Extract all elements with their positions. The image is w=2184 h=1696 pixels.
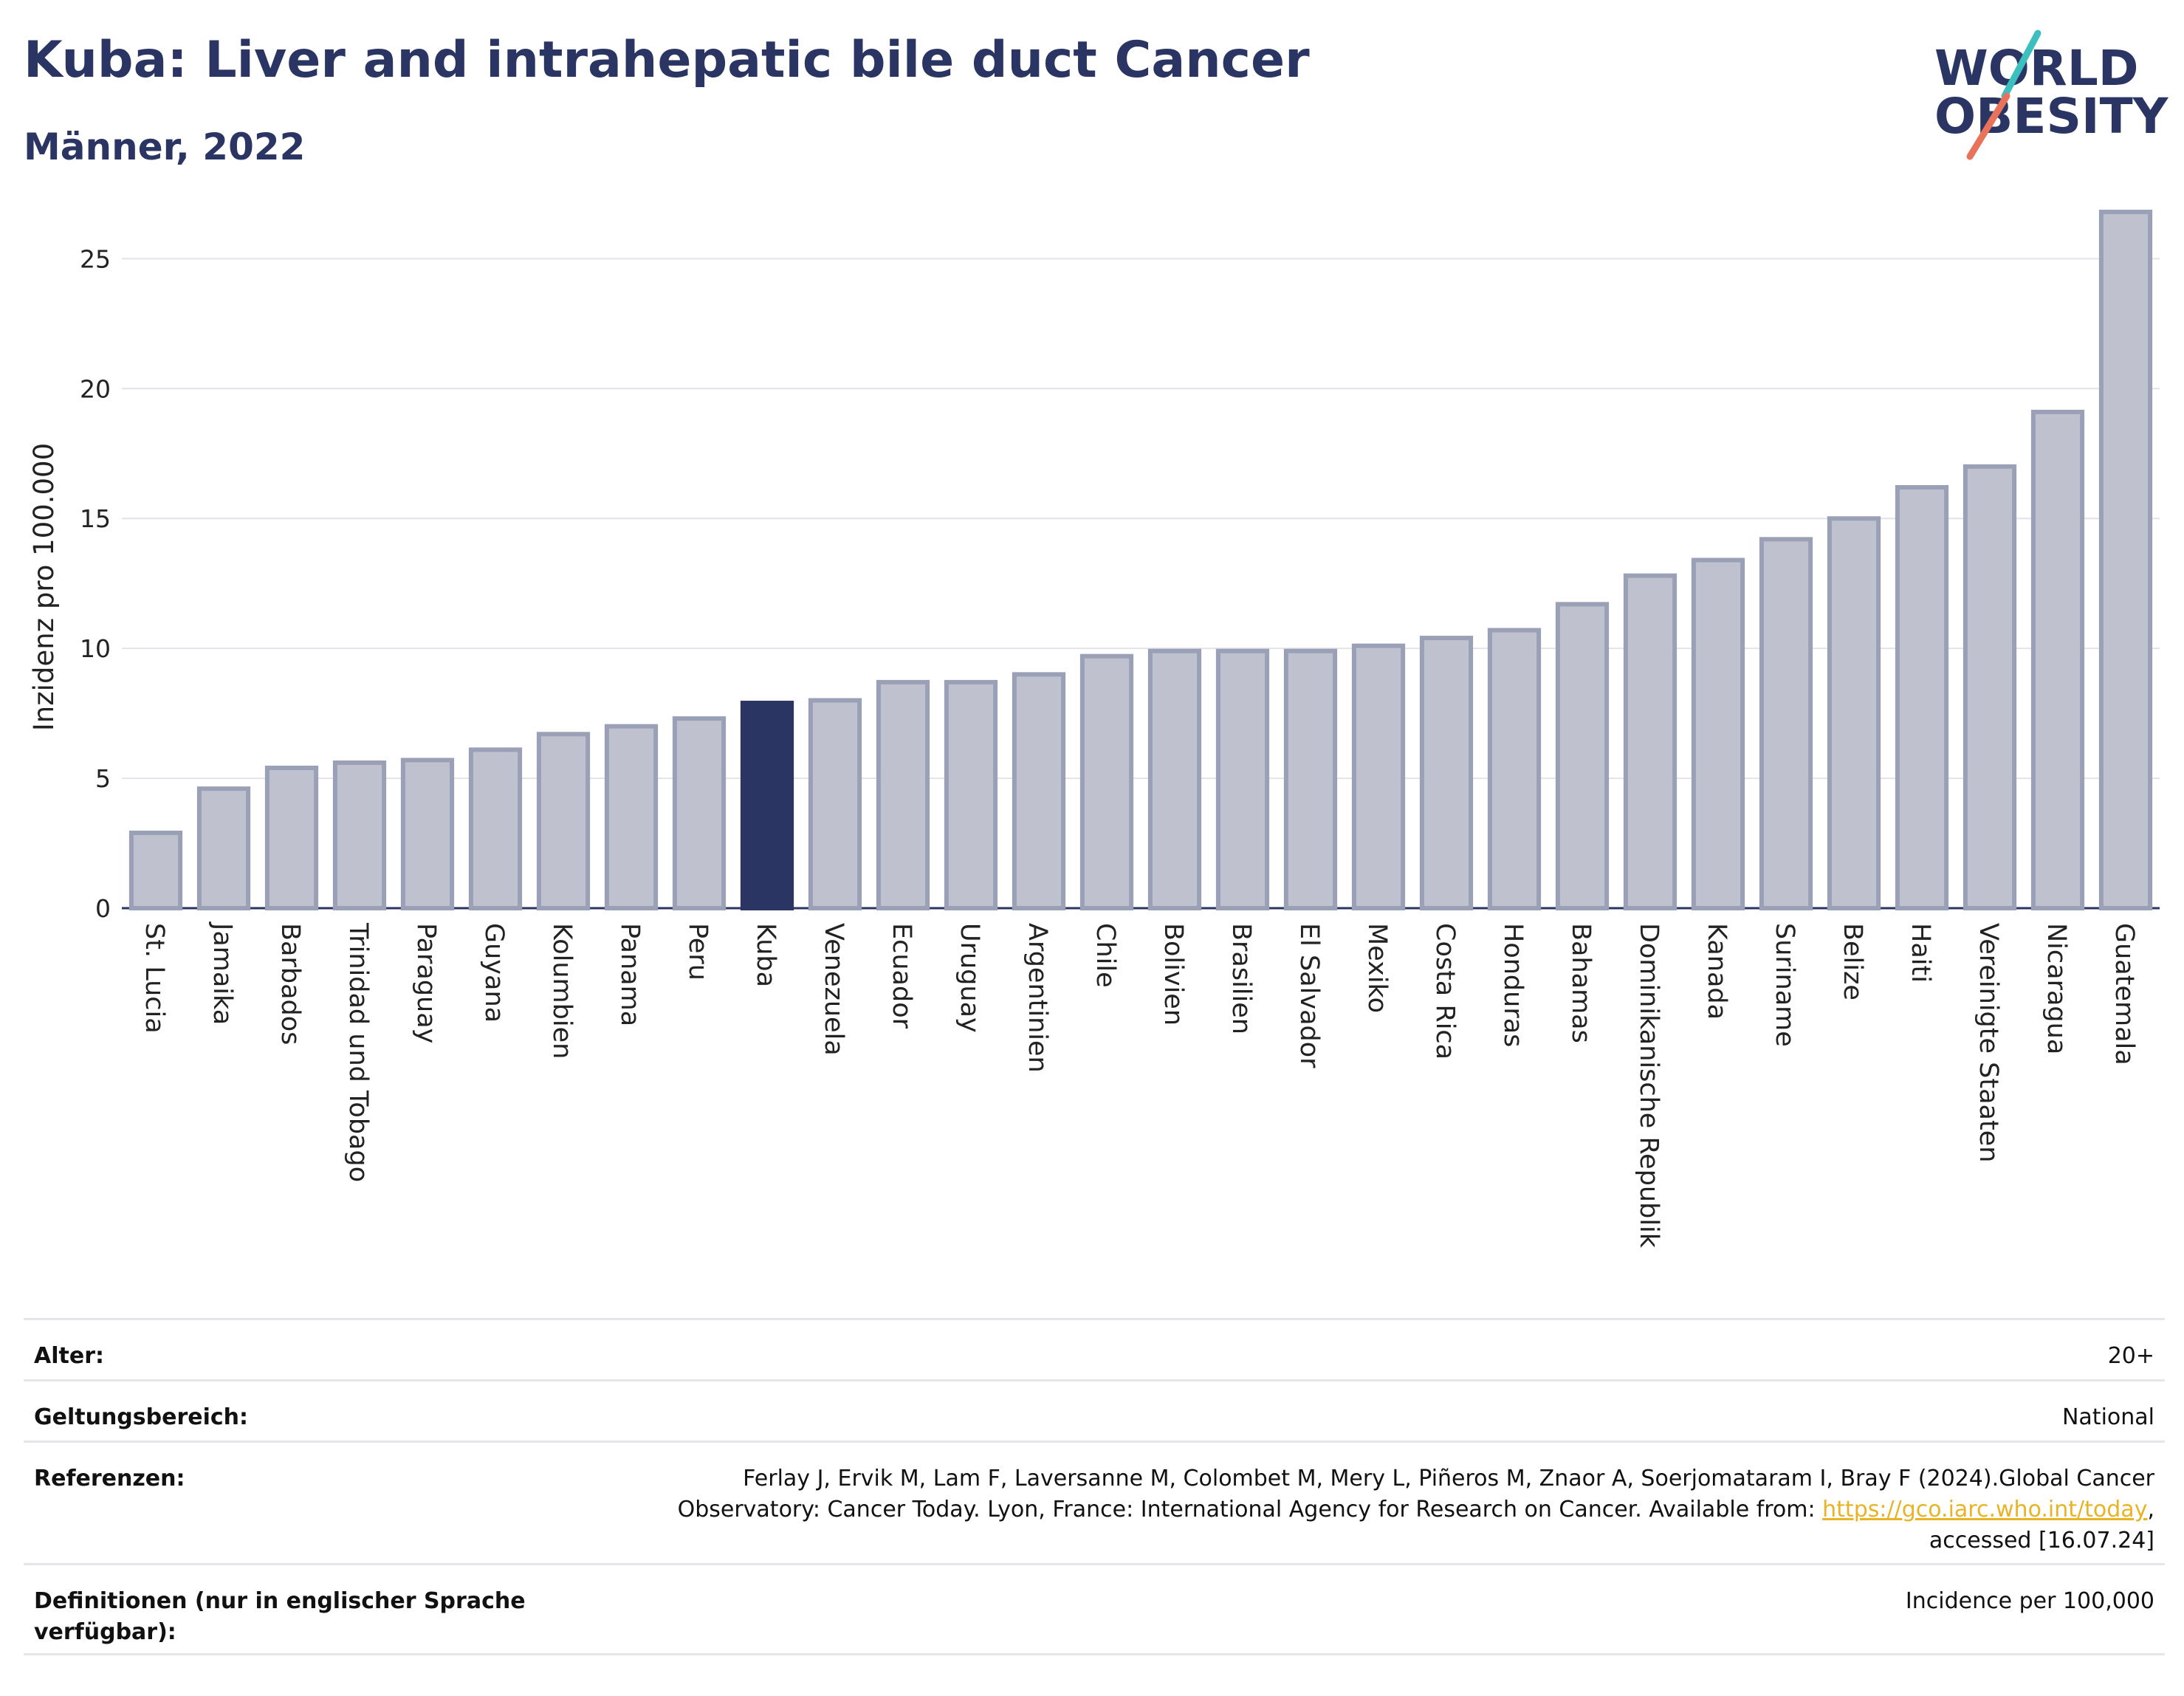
bar-suriname [1759,537,1813,910]
bar-bahamas [1555,602,1610,910]
x-tick-label: Suriname [1770,923,1799,1047]
bar-mexiko [1351,643,1406,910]
x-tick-label: Bolivien [1158,923,1188,1026]
info-label-references: Referenzen: [34,1466,185,1491]
info-row-scope: Geltungsbereich: National [24,1379,2165,1441]
x-tick-label: Chile [1091,923,1120,988]
info-row-age: Alter: 20+ [24,1318,2165,1379]
bar-paraguay [400,758,455,911]
x-tick-label: Costa Rica [1430,923,1460,1060]
x-tick-label: Venezuela [819,923,848,1056]
y-tick-label: 5 [95,764,111,793]
bar-trinidad-und-tobago [332,760,387,911]
x-tick-label: Kolumbien [547,923,577,1059]
grid-lines [122,258,2160,910]
bar-chile [1079,653,1134,910]
x-tick-label: Mexiko [1362,923,1392,1013]
bar-st-lucia [128,830,183,911]
bar-belize [1827,516,1881,910]
bar-kuba [740,701,794,910]
x-tick-label: Trinidad und Tobago [343,922,373,1182]
page-subtitle: Männer, 2022 [24,126,306,168]
bar-peru [672,716,727,910]
info-row-references: Referenzen: Ferlay J, Ervik M, Lam F, La… [24,1441,2165,1563]
x-tick-label: Argentinien [1023,923,1052,1073]
x-tick-label: Nicaragua [2042,923,2071,1054]
bar-vereinigte-staaten [1962,464,2017,910]
y-tick-label: 10 [80,634,111,663]
x-tick-label: Guatemala [2109,923,2139,1065]
bar-kolumbien [536,732,591,911]
bars [128,210,2153,911]
bar-uruguay [944,679,998,911]
bar-panama [604,724,659,910]
x-tick-label: Dominikanische Republik [1634,923,1663,1249]
y-tick-label: 0 [95,894,111,923]
x-tick-label: Guyana [479,923,509,1023]
info-table: Alter: 20+ Geltungsbereich: National Ref… [24,1318,2165,1655]
x-tick-labels: St. Lucia Jamaika Barbados Trinidad und Tob… [140,921,2139,1249]
x-tick-label: Jamaika [207,921,237,1025]
bar-brasilien [1215,648,1270,911]
x-tick-label: Panama [615,923,645,1026]
x-tick-label: Belize [1838,923,1867,1000]
x-tick-label: St. Lucia [140,923,169,1034]
x-tick-label: Ecuador [887,923,916,1029]
x-tick-label: El Salvador [1294,923,1324,1068]
logo-word-obesity: OBESITY [1934,88,2169,145]
logo-slash-teal [2001,30,2042,100]
bar-bolivien [1147,648,1202,911]
bar-honduras [1487,628,1542,910]
x-tick-label: Barbados [275,923,305,1045]
bar-kanada [1691,557,1745,910]
bar-guyana [468,747,523,910]
info-value-scope: National [2061,1404,2154,1430]
reference-accessed: , accessed [16.07.24] [1929,1497,2154,1553]
reference-link[interactable]: https://gco.iarc.who.int/today [1822,1497,2148,1522]
info-row-definitions: Definitionen (nur in englischer Sprache … [24,1563,2165,1655]
bar-barbados [264,766,319,910]
x-tick-label: Kanada [1702,923,1731,1020]
bar-argentinien [1012,672,1066,910]
info-value-references: Ferlay J, Ervik M, Lam F, Laversanne M, … [604,1463,2154,1556]
page-title: Kuba: Liver and intrahepatic bile duct C… [24,31,1310,89]
y-tick-label: 25 [80,244,111,273]
y-axis-title: Inzidenz pro 100.000 [28,443,60,731]
info-value-age: 20+ [2107,1343,2154,1369]
bar-ecuador [876,679,930,911]
y-tick-labels: 0 5 10 15 20 25 [80,244,111,923]
y-tick-label: 20 [80,374,111,403]
reference-text: Ferlay J, Ervik M, Lam F, Laversanne M, … [677,1466,2154,1522]
bar-dominikanische-republik [1623,573,1678,910]
x-tick-label: Vereinigte Staaten [1974,923,2003,1162]
bar-guatemala [2098,210,2153,910]
bar-haiti [1895,485,1949,910]
info-label-definitions: Definitionen (nur in englischer Sprache … [34,1588,526,1645]
x-tick-label: Brasilien [1226,923,1256,1034]
logo-word-world: WORLD [1934,40,2139,97]
x-tick-label: Bahamas [1566,923,1596,1043]
bar-el-salvador [1283,648,1338,911]
x-tick-label: Peru [683,923,712,981]
y-tick-label: 15 [80,504,111,533]
info-label-age: Alter: [34,1343,104,1369]
bar-costa-rica [1419,636,1474,911]
x-tick-label: Haiti [1906,923,1935,983]
logo-slash-coral [1966,92,2010,160]
world-obesity-logo: WORLD OBESITY [1934,30,2169,160]
bar-jamaika [196,786,251,911]
x-tick-label: Honduras [1498,923,1528,1047]
bar-nicaragua [2030,409,2085,910]
info-value-definitions: Incidence per 100,000 [1905,1588,2154,1614]
x-tick-label: Kuba [751,923,780,987]
bar-chart: 0 5 10 15 20 25 St. Lucia Jamaika Barbados Trini… [28,210,2160,1249]
x-tick-label: Uruguay [955,923,984,1033]
bar-venezuela [808,698,862,910]
info-label-scope: Geltungsbereich: [34,1404,249,1430]
x-tick-label: Paraguay [411,923,441,1043]
